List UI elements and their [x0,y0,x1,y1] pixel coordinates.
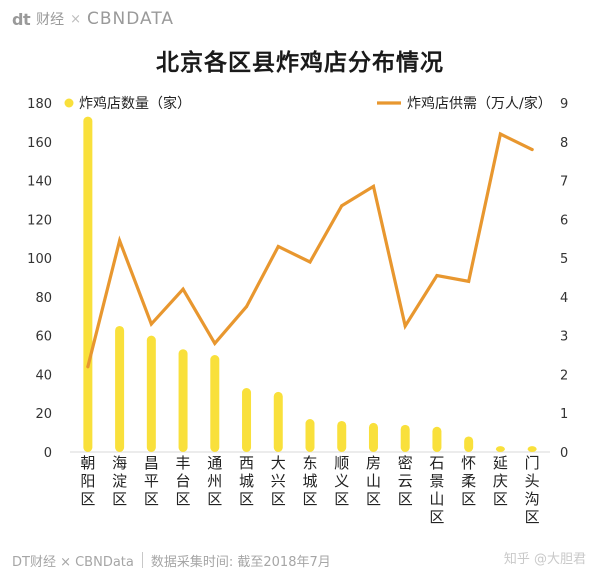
category-label: 大兴区 [271,454,286,508]
category-label: 石景山区 [429,454,444,526]
category-label: 东城区 [302,454,317,508]
bar [242,388,252,452]
right-axis-tick-label: 8 [560,136,568,151]
legend-bar-label: 炸鸡店数量（家） [79,95,191,112]
line-point [403,324,407,328]
left-axis-tick-label: 140 [27,175,52,190]
line-point [435,274,439,278]
category-label: 海淀区 [112,454,127,508]
right-axis-tick-label: 5 [560,252,568,267]
right-axis-tick-label: 4 [560,291,568,306]
right-axis-tick-label: 7 [560,175,568,190]
left-axis-tick-label: 80 [35,291,52,306]
bar [432,426,442,452]
line-point [213,341,217,345]
brand-logo-cbndata: CBNDATA [87,9,175,29]
watermark: 知乎 @大胆君 [503,552,586,567]
right-axis-tick-label: 9 [560,97,568,112]
bar [495,446,505,452]
line-point [276,244,280,248]
left-axis-tick-label: 60 [35,330,52,345]
line-point [308,260,312,264]
footer: DT财经 × CBNData 数据采集时间: 截至2018年7月 [12,548,588,572]
bar [527,446,537,452]
line-point [181,287,185,291]
brand-logo-caijing: 财经 [36,12,65,28]
right-axis-tick-label: 6 [560,213,568,228]
footer-source: DT财经 × CBNData [12,554,134,570]
category-label: 昌平区 [144,454,159,508]
brand-logo-dt: dt [12,9,31,29]
line-point [498,132,502,136]
chart-title: 北京各区县炸鸡店分布情况 [156,50,444,76]
right-axis-tick-label: 3 [560,330,568,345]
legend-line-label: 炸鸡店供需（万人/家） [407,95,552,112]
category-label: 门头沟区 [525,454,540,526]
bar [115,325,125,452]
footer-divider [141,552,143,568]
footer-note: 数据采集时间: 截至2018年7月 [150,554,331,570]
supply-line [86,131,534,369]
left-axis-tick-label: 120 [27,213,52,228]
legend-bar-marker [64,98,74,108]
category-label: 西城区 [239,454,254,508]
left-axis-tick-label: 180 [27,97,52,112]
line-point [118,239,122,243]
category-label: 延庆区 [493,454,508,508]
category-label: 朝阳区 [80,454,95,508]
left-axis-tick-label: 160 [27,136,52,151]
left-axis-tick-label: 20 [35,407,52,422]
right-axis-tick-label: 2 [560,368,568,383]
brand-header: dt 财经 × CBNDATA [12,9,174,29]
line-point [530,148,534,152]
left-axis-tick-label: 0 [44,446,52,461]
category-label: 怀柔区 [461,454,476,508]
bar [210,355,220,452]
category-label: 顺义区 [334,454,349,508]
bar [178,349,188,452]
line-point [371,184,375,188]
bar [305,419,315,452]
left-axis-tick-label: 100 [27,252,52,267]
line-point [86,365,90,369]
bar [400,424,410,452]
line-point [467,279,471,283]
bar [83,116,93,453]
line-point [340,204,344,208]
right-axis-tick-label: 0 [560,446,568,461]
brand-separator: × [70,11,82,27]
bar [464,436,474,452]
category-label: 丰台区 [176,454,191,508]
bar [146,335,156,452]
category-label: 房山区 [366,454,381,508]
bar [368,422,378,452]
left-axis-tick-label: 40 [35,368,52,383]
line-point [245,305,249,309]
category-label: 通州区 [207,454,222,508]
category-label: 密云区 [398,454,413,508]
bar [273,391,283,452]
line-point [149,322,153,326]
right-axis-tick-label: 1 [560,407,568,422]
bar [337,420,347,452]
